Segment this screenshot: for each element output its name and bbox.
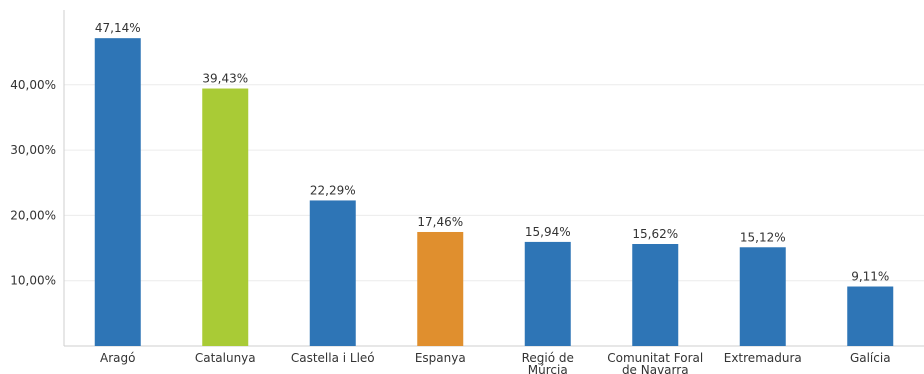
data-label: 15,94% bbox=[525, 225, 571, 239]
y-tick-label: 10,00% bbox=[10, 274, 56, 288]
bar[interactable] bbox=[94, 38, 141, 346]
bars bbox=[94, 38, 894, 347]
x-tick-label: Comunitat Foral de Navarra bbox=[607, 351, 703, 374]
data-label: 47,14% bbox=[95, 21, 141, 35]
x-tick-label-line: Espanya bbox=[415, 351, 466, 365]
x-tick-label-line: Castella i Lleó bbox=[291, 351, 375, 365]
x-tick-label-line: Regió de bbox=[522, 351, 574, 365]
x-tick-label-line: Galícia bbox=[850, 351, 891, 365]
y-axis-ticks: 10,00% 20,00% 30,00% 40,00% bbox=[10, 78, 56, 288]
data-label: 22,29% bbox=[310, 183, 356, 197]
bar[interactable] bbox=[739, 247, 786, 346]
bar[interactable] bbox=[847, 286, 894, 346]
bar[interactable] bbox=[524, 241, 571, 346]
x-tick-label: Regió de Múrcia bbox=[522, 351, 574, 374]
x-tick-label: Extremadura bbox=[724, 351, 802, 365]
y-tick-label: 40,00% bbox=[10, 78, 56, 92]
x-tick-label: Aragó bbox=[100, 351, 135, 365]
x-tick-label: Castella i Lleó bbox=[291, 351, 375, 365]
x-tick-label-line: Aragó bbox=[100, 351, 135, 365]
x-tick-label: Espanya bbox=[415, 351, 466, 365]
bar[interactable] bbox=[309, 200, 356, 346]
bar[interactable] bbox=[417, 231, 464, 346]
data-label: 9,11% bbox=[851, 270, 889, 284]
x-tick-label-line: Múrcia bbox=[528, 363, 568, 374]
gridlines bbox=[64, 84, 924, 282]
x-tick-label-line: Catalunya bbox=[195, 351, 256, 365]
y-tick-label: 30,00% bbox=[10, 143, 56, 157]
x-tick-label-line: de Navarra bbox=[622, 363, 689, 374]
bar[interactable] bbox=[202, 88, 249, 347]
x-tick-label-line: Comunitat Foral bbox=[607, 351, 703, 365]
x-tick-label: Catalunya bbox=[195, 351, 256, 365]
data-label: 15,12% bbox=[740, 230, 786, 244]
x-tick-label: Galícia bbox=[850, 351, 891, 365]
x-axis-categories: Aragó Catalunya Castella i Lleó Espanya Regi… bbox=[100, 351, 891, 374]
bar[interactable] bbox=[632, 244, 679, 346]
data-label: 17,46% bbox=[417, 215, 463, 229]
data-labels: 47,14% 39,43% 22,29% 17,46% 15,94% 15,62% 15,1… bbox=[95, 21, 889, 283]
y-tick-label: 20,00% bbox=[10, 208, 56, 222]
x-tick-label-line: Extremadura bbox=[724, 351, 802, 365]
data-label: 15,62% bbox=[632, 227, 678, 241]
data-label: 39,43% bbox=[202, 72, 248, 86]
